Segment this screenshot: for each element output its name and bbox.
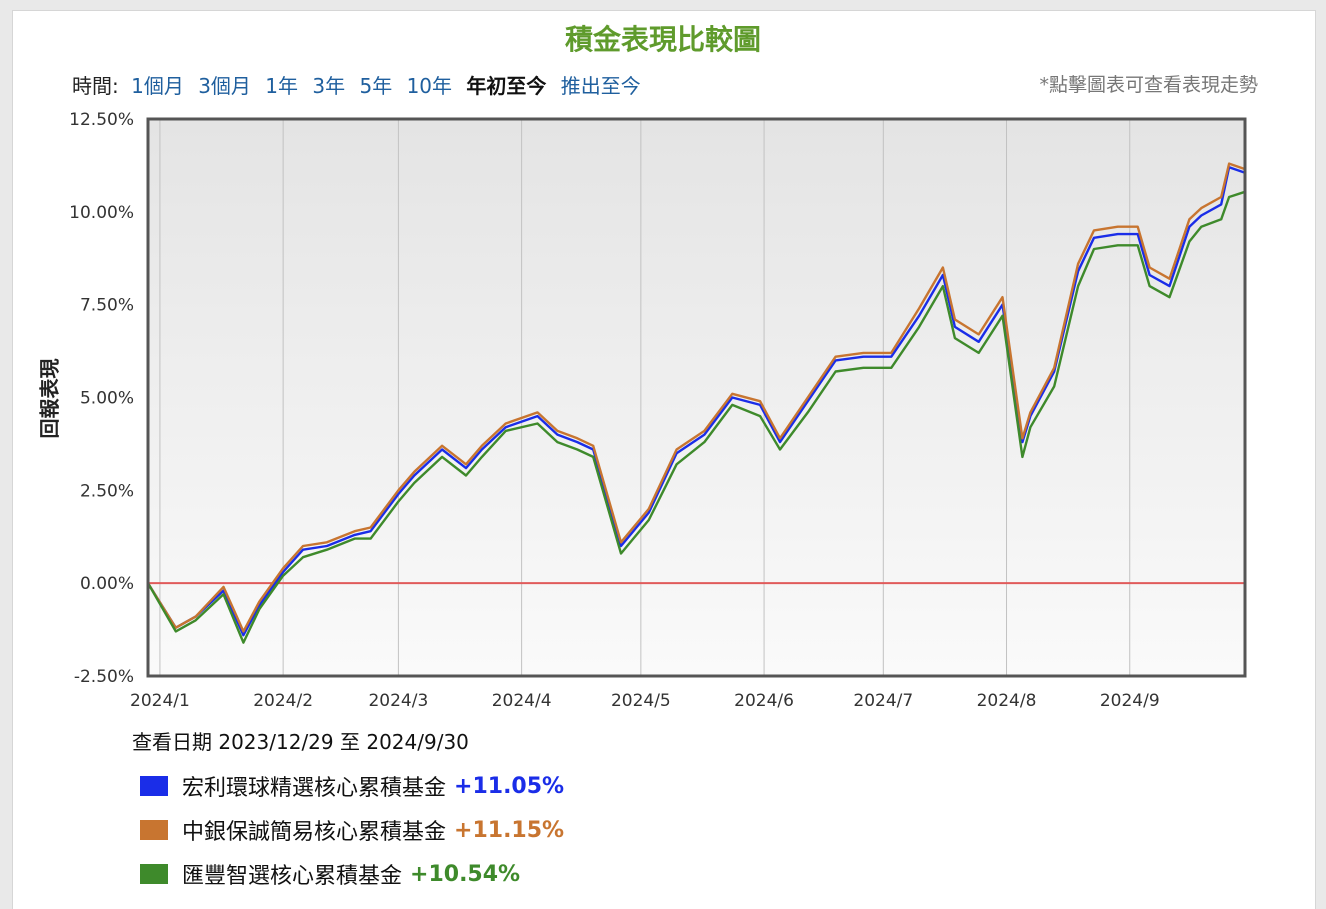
legend-return: +11.15% xyxy=(454,817,565,843)
y-tick-label: 5.00% xyxy=(80,389,134,409)
y-tick-label: 12.50% xyxy=(69,110,134,130)
time-option-5y[interactable]: 5年 xyxy=(359,74,393,98)
y-tick-label: 0.00% xyxy=(80,574,134,594)
time-range-selector: 時間: 1個月 3個月 1年 3年 5年 10年 年初至今 推出至今 xyxy=(72,70,649,99)
x-tick-label: 2024/3 xyxy=(368,691,428,711)
y-tick-label: -2.50% xyxy=(74,667,134,687)
time-option-1m[interactable]: 1個月 xyxy=(131,74,184,98)
time-option-3y[interactable]: 3年 xyxy=(312,74,346,98)
x-tick-label: 2024/7 xyxy=(853,691,913,711)
time-option-since-launch[interactable]: 推出至今 xyxy=(560,74,641,98)
x-tick-label: 2024/8 xyxy=(977,691,1037,711)
chart-title: 積金表現比較圖 xyxy=(564,23,761,56)
x-tick-label: 2024/6 xyxy=(734,691,794,711)
legend-name: 中銀保誠簡易核心累積基金 xyxy=(182,820,447,845)
legend: 宏利環球精選核心累積基金 +11.05% 中銀保誠簡易核心累積基金 +11.15… xyxy=(140,764,564,896)
legend-name: 宏利環球精選核心累積基金 xyxy=(182,776,447,801)
legend-return: +10.54% xyxy=(410,861,521,887)
time-option-1y[interactable]: 1年 xyxy=(265,74,299,98)
x-tick-label: 2024/2 xyxy=(253,691,313,711)
y-tick-label: 2.50% xyxy=(80,481,134,501)
date-range-text: 查看日期 2023/12/29 至 2024/9/30 xyxy=(132,730,469,754)
x-tick-label: 2024/1 xyxy=(130,691,190,711)
plot-frame xyxy=(146,117,1247,678)
time-option-3m[interactable]: 3個月 xyxy=(198,74,251,98)
legend-item-boc-prudential[interactable]: 中銀保誠簡易核心累積基金 +11.15% xyxy=(140,808,564,852)
time-option-ytd[interactable]: 年初至今 xyxy=(466,74,547,98)
series-line xyxy=(146,166,1246,637)
series-line xyxy=(146,162,1246,633)
legend-item-manulife[interactable]: 宏利環球精選核心累積基金 +11.05% xyxy=(140,764,564,808)
x-tick-label: 2024/4 xyxy=(492,691,552,711)
time-option-10y[interactable]: 10年 xyxy=(406,74,453,98)
legend-return: +11.05% xyxy=(454,773,565,799)
y-tick-label: 7.50% xyxy=(80,296,134,316)
legend-swatch xyxy=(140,864,168,884)
legend-swatch xyxy=(140,820,168,840)
series-line xyxy=(146,190,1246,644)
legend-item-hsbc[interactable]: 匯豐智選核心累積基金 +10.54% xyxy=(140,852,564,896)
time-range-label: 時間: xyxy=(72,74,119,98)
x-tick-label: 2024/9 xyxy=(1100,691,1160,711)
chart-hint: *點擊圖表可查看表現走勢 xyxy=(1039,74,1258,96)
legend-name: 匯豐智選核心累積基金 xyxy=(182,864,403,889)
x-tick-label: 2024/5 xyxy=(611,691,671,711)
legend-swatch xyxy=(140,776,168,796)
y-tick-label: 10.00% xyxy=(69,203,134,223)
plot-area xyxy=(148,119,1245,676)
line-chart[interactable]: 2024/1 2024/2 2024/3 2024/4 2024/5 2024/6 2024… xyxy=(0,0,1326,720)
